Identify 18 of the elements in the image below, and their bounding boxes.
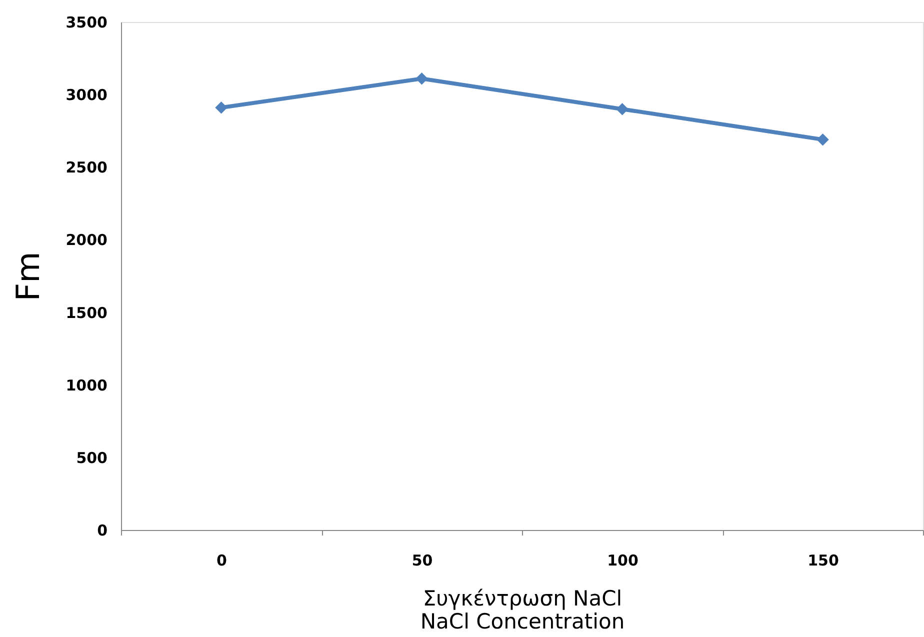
y-tick-label: 1500 (66, 304, 108, 322)
y-tick-label: 3500 (66, 14, 108, 32)
y-tick-label: 2500 (66, 158, 108, 177)
y-tick-label: 1000 (66, 376, 108, 394)
y-tick-label: 0 (97, 522, 108, 540)
point (616, 102, 628, 116)
point (215, 102, 228, 114)
x-tick-label: 100 (607, 552, 638, 570)
point (816, 133, 829, 146)
y-tick-label: 3000 (66, 86, 108, 104)
x-axis-title: Συγκέντρωση NaCl NaCl Concentration (420, 586, 625, 634)
y-tick-label: 2000 (66, 231, 108, 250)
x-tick-label: 50 (412, 552, 433, 570)
y-axis-title: Fm (8, 252, 47, 302)
point (416, 72, 428, 85)
y-tick-label: 500 (76, 448, 108, 467)
x-tick-label: 150 (808, 552, 839, 570)
x-tick-label: 0 (216, 552, 227, 570)
